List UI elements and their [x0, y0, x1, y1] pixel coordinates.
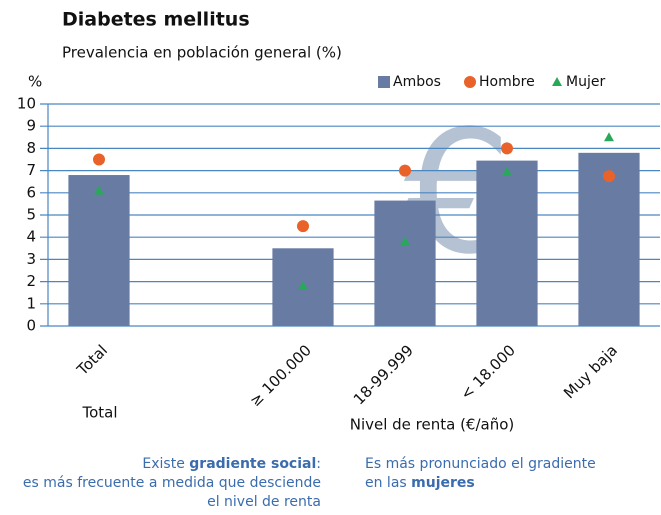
note-line: Es más pronunciado el gradiente — [365, 455, 596, 474]
x-axis-label: Nivel de renta (€/año) — [350, 416, 515, 434]
x-group-label: Total — [81, 404, 117, 422]
x-tick-label: ≥ 100.000 — [246, 341, 315, 410]
chart-title: Diabetes mellitus — [62, 9, 250, 31]
y-tick-label: 2 — [26, 272, 36, 290]
note-text: Existe — [142, 456, 189, 472]
note-text: mujeres — [411, 475, 475, 491]
x-tick-label: 18-99.999 — [350, 341, 417, 408]
point — [297, 220, 309, 232]
note-text: : — [316, 456, 321, 472]
y-tick-label: 1 — [26, 294, 36, 312]
note: Existe gradiente social:es más frecuente… — [23, 455, 321, 512]
bar — [68, 175, 129, 326]
note-text: gradiente social — [189, 456, 316, 472]
point — [604, 132, 614, 141]
note-line: en las mujeres — [365, 474, 596, 493]
bar — [374, 201, 435, 326]
page: Diabetes mellitus Prevalencia en poblaci… — [0, 0, 661, 515]
y-tick-label: 3 — [26, 250, 36, 268]
point — [93, 154, 105, 166]
note-text: en las — [365, 475, 411, 491]
y-tick-label: 9 — [26, 117, 36, 135]
x-tick-label: Muy baja — [560, 341, 621, 402]
chart-subtitle: Prevalencia en población general (%) — [62, 44, 342, 62]
x-tick-label: Total — [73, 341, 111, 379]
legend-swatch — [464, 76, 476, 88]
y-tick-label: 7 — [26, 161, 36, 179]
y-tick-label: 8 — [26, 139, 36, 157]
y-tick-label: 5 — [26, 206, 36, 224]
y-tick-label: 6 — [26, 183, 36, 201]
y-tick-label: 10 — [17, 95, 36, 113]
legend-swatch — [552, 77, 562, 86]
note-text: Es más pronunciado el gradiente — [365, 456, 596, 472]
legend-label: Ambos — [393, 74, 441, 90]
point — [399, 165, 411, 177]
note: Es más pronunciado el gradiente en las mu… — [365, 455, 596, 493]
note-text: el nivel de renta — [207, 494, 321, 510]
legend-label: Hombre — [479, 74, 535, 90]
y-axis-label: % — [28, 73, 42, 91]
point — [603, 170, 615, 182]
x-tick-label: < 18.000 — [457, 341, 519, 403]
note-line: es más frecuente a medida que desciende — [23, 474, 321, 493]
note-text: es más frecuente a medida que desciende — [23, 475, 321, 491]
y-tick-label: 4 — [26, 228, 36, 246]
note-line: el nivel de renta — [23, 493, 321, 512]
note-line: Existe gradiente social: — [23, 455, 321, 474]
legend-swatch — [378, 76, 390, 88]
point — [501, 142, 513, 154]
chart: Diabetes mellitus Prevalencia en poblaci… — [0, 0, 661, 515]
y-tick-label: 0 — [26, 317, 36, 335]
bar — [476, 161, 537, 326]
legend-label: Mujer — [566, 74, 605, 90]
